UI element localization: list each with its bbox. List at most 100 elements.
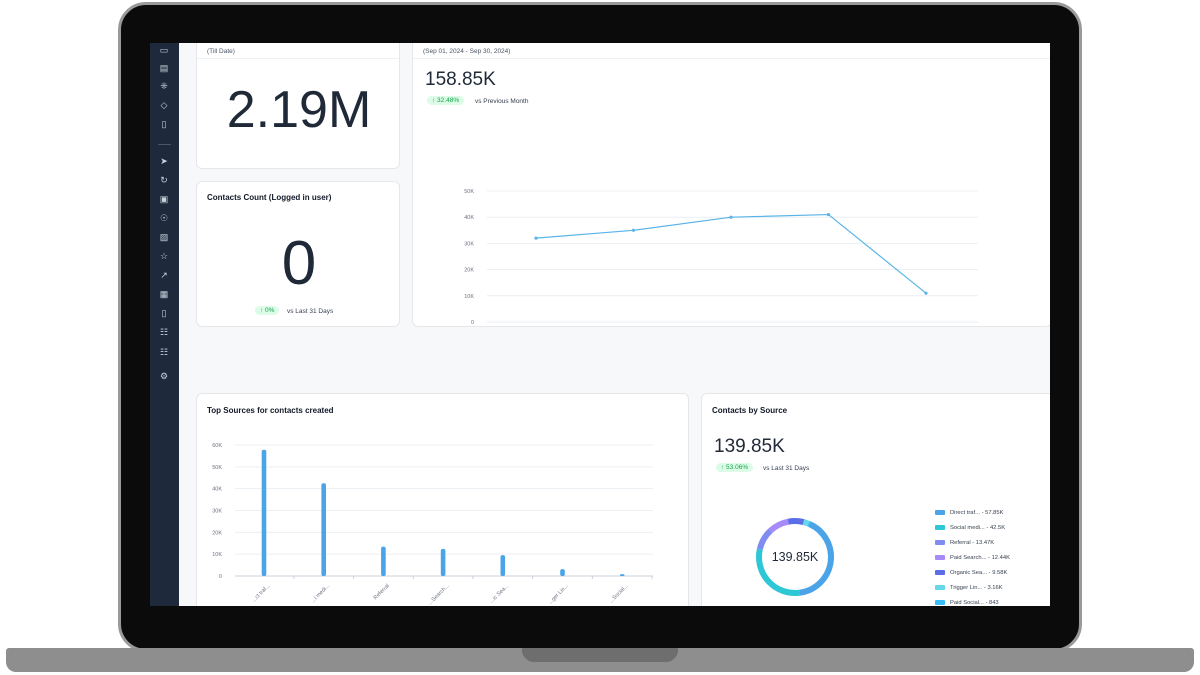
bar [381, 546, 386, 576]
bar [440, 548, 446, 576]
y-tick-label: 20K [212, 530, 222, 536]
y-tick-label: 50K [212, 465, 222, 471]
apps-icon[interactable]: ▦ [159, 289, 169, 299]
kpi-total-head: (Till Date) [207, 48, 235, 55]
legend-label: Direct traf... - 57.85K [950, 510, 1004, 516]
line-point [534, 236, 538, 240]
box-icon[interactable]: ◇ [160, 100, 168, 110]
legend-item[interactable]: Paid Search... - 12.44K [935, 554, 1010, 562]
legend-swatch [935, 569, 945, 575]
legend-label: Paid Search... - 12.44K [950, 555, 1010, 561]
contacts-by-source-badge: ↑ 53.06% [716, 463, 754, 472]
card-divider [413, 58, 1050, 59]
y-tick-label: 20K [464, 268, 474, 274]
kpi-total-card: (Till Date) 2.19M [196, 43, 400, 169]
bar [261, 449, 267, 576]
y-tick-label: 10K [464, 294, 474, 300]
line-point [826, 212, 831, 217]
y-tick-label: 0 [219, 574, 222, 580]
contacts-by-source-title: Contacts by Source [712, 406, 788, 415]
donut-slice [798, 521, 834, 596]
bar [321, 483, 326, 576]
list-icon[interactable]: ☷ [159, 327, 169, 337]
legend-item[interactable]: Paid Social... - 843 [935, 599, 999, 606]
star-icon[interactable]: ☆ [159, 251, 169, 261]
x-tick-label: ...ger Lin... [547, 583, 570, 606]
y-tick-label: 40K [212, 487, 222, 493]
contacts-by-source-note: vs Last 31 Days [763, 465, 810, 472]
donut-slice [756, 528, 773, 551]
legend-item[interactable]: Referral - 13.47K [935, 539, 994, 547]
legend-swatch [935, 599, 945, 605]
line-point [729, 215, 733, 219]
y-tick-label: 60K [212, 443, 222, 449]
y-tick-label: 40K [464, 215, 474, 221]
y-tick-label: 50K [464, 189, 474, 195]
y-tick-label: 0 [471, 320, 474, 326]
monthly-value: 158.85K [425, 69, 496, 90]
legend-swatch [935, 584, 945, 590]
phone-icon[interactable]: ▯ [161, 308, 167, 318]
settings-icon[interactable]: ⚙ [159, 371, 169, 381]
top-sources-title: Top Sources for contacts created [207, 406, 334, 415]
legend-label: Trigger Lin... - 3.16K [950, 585, 1003, 591]
calendar-alt-icon[interactable]: ▤ [159, 63, 169, 73]
send-icon[interactable]: ➤ [160, 156, 168, 166]
card-divider [197, 58, 399, 59]
trend-icon[interactable]: ↗ [160, 270, 168, 280]
laptop-notch [522, 648, 678, 662]
x-tick-label: ...ct traf... [251, 583, 272, 604]
list-alt-icon[interactable]: ☷ [159, 347, 169, 357]
calendar-icon[interactable]: ▭ [159, 45, 169, 55]
sidebar-divider [158, 144, 171, 145]
refresh-icon[interactable]: ↻ [160, 175, 168, 185]
contacts-count-note: vs Last 31 Days [287, 308, 334, 315]
x-tick-label: ...ic Sea... [489, 583, 511, 605]
donut-slice [756, 548, 800, 596]
kpi-total-value: 2.19M [226, 81, 372, 139]
donut-slice [768, 518, 789, 533]
legend-swatch [935, 554, 945, 560]
form-icon[interactable]: ▣ [159, 194, 169, 204]
monthly-badge: ↑ 32.48% [427, 96, 465, 105]
legend-label: Organic Sea... - 9.58K [950, 570, 1008, 576]
line-point [924, 291, 928, 295]
legend-item[interactable]: Social medi... - 42.5K [935, 524, 1005, 532]
x-tick-label: ...Social... [608, 583, 630, 605]
contacts-count-title: Contacts Count (Logged in user) [207, 193, 332, 202]
legend-swatch [935, 509, 945, 515]
dashboard-screen: ▭ ▤ ⁜ ◇ ▯ ➤ ↻ ▣ ☉ ▨ ☆ ↗ ▦ ▯ ☷ ☷ ⚙ (Till … [150, 43, 1050, 606]
donut-slice [807, 520, 811, 527]
legend-label: Social medi... - 42.5K [950, 525, 1006, 531]
contacts-by-source-value: 139.85K [714, 436, 785, 457]
monthly-note: vs Previous Month [475, 98, 529, 105]
image-icon[interactable]: ▨ [159, 232, 169, 242]
award-icon[interactable]: ☉ [159, 213, 169, 223]
y-tick-label: 30K [464, 241, 474, 247]
bar [500, 555, 506, 576]
legend-label: Referral - 13.47K [950, 540, 995, 546]
y-tick-label: 30K [212, 509, 222, 515]
legend-item[interactable]: Organic Sea... - 9.58K [935, 569, 1007, 577]
contacts-count-badge: ↑ 0% [255, 306, 280, 315]
legend-item[interactable]: Direct traf... - 57.85K [935, 509, 1003, 517]
monthly-head: (Sep 01, 2024 - Sep 30, 2024) [423, 48, 511, 55]
legend-label: Paid Social... - 843 [950, 600, 999, 606]
trash-icon[interactable]: ▯ [161, 119, 167, 129]
donut-slice [787, 518, 805, 525]
contacts-count-card: Contacts Count (Logged in user) 0 ↑ 0% v… [196, 181, 400, 327]
bar-chart: 0 10K 20K 30K 40K 50K 60K ...ct traf... ...l med… [212, 443, 653, 606]
contacts-by-source-card: Contacts by Source 139.85K ↑ 53.06% vs L… [701, 393, 1050, 606]
legend-swatch [935, 524, 945, 530]
legend-item[interactable]: Trigger Lin... - 3.16K [935, 584, 1003, 592]
bar [560, 569, 565, 576]
x-tick-label: ...Search... [427, 583, 450, 606]
donut-center-label: 139.85K [772, 550, 819, 564]
line-point [631, 228, 636, 232]
grid-icon[interactable]: ⁜ [160, 81, 168, 91]
sidebar: ▭ ▤ ⁜ ◇ ▯ ➤ ↻ ▣ ☉ ▨ ☆ ↗ ▦ ▯ ☷ ☷ ⚙ [150, 43, 179, 606]
x-tick-label: Referral [373, 583, 391, 601]
contacts-count-value: 0 [281, 229, 317, 298]
bar [619, 574, 625, 576]
y-tick-label: 10K [212, 552, 222, 558]
